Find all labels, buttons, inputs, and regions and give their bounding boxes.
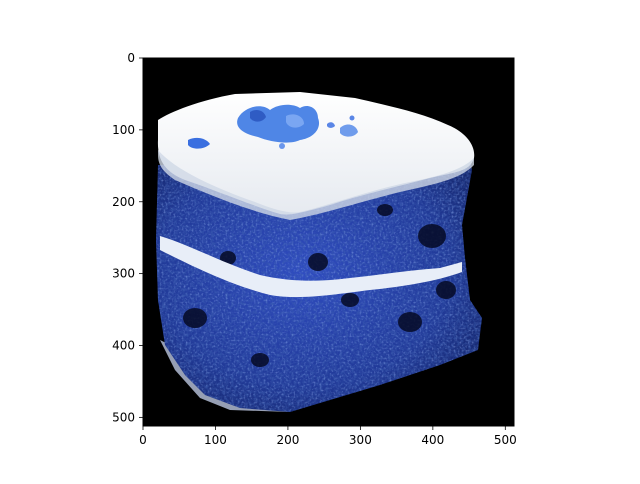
y-tick-label: 500 — [112, 410, 135, 424]
top-frosting — [157, 92, 475, 215]
cake-image — [156, 92, 482, 412]
x-tick-label: 400 — [421, 433, 444, 447]
y-tick-label: 400 — [112, 339, 135, 353]
x-axis: 0 100 200 300 400 500 — [139, 426, 517, 447]
x-tick-label: 0 — [139, 433, 147, 447]
cake-crumb-holes — [183, 204, 456, 367]
x-tick-label: 300 — [349, 433, 372, 447]
y-tick-label: 100 — [112, 123, 135, 137]
blue-crumbs-topping — [188, 104, 358, 149]
axes-frame — [142, 57, 515, 427]
x-tick-label: 200 — [276, 433, 299, 447]
y-tick-label: 200 — [112, 195, 135, 209]
y-tick-label: 0 — [127, 51, 135, 65]
y-tick-label: 300 — [112, 267, 135, 281]
middle-frosting-layer — [160, 236, 462, 298]
y-axis: 0 100 200 300 400 500 — [112, 51, 143, 424]
x-tick-label: 100 — [204, 433, 227, 447]
x-tick-label: 500 — [494, 433, 517, 447]
